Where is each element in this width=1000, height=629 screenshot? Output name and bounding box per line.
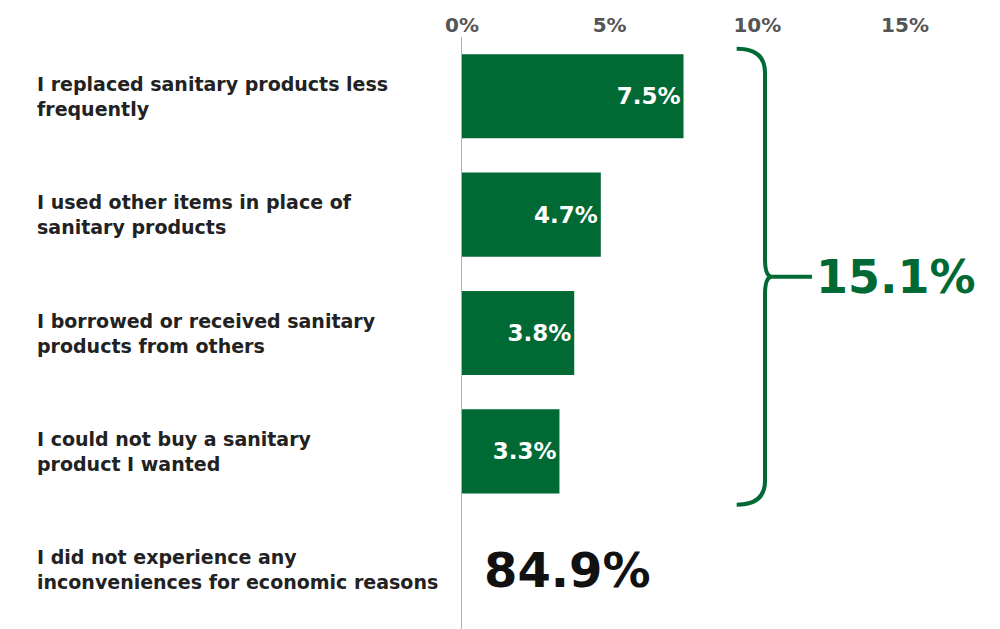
svg-text:3.8%: 3.8% (507, 320, 571, 346)
svg-text:I replaced sanitary products l: I replaced sanitary products lessfrequen… (37, 73, 388, 120)
svg-text:4.7%: 4.7% (534, 202, 598, 228)
svg-text:I borrowed or received sanitar: I borrowed or received sanitaryproducts … (37, 310, 376, 357)
svg-text:5%: 5% (593, 13, 627, 37)
svg-text:84.9%: 84.9% (484, 542, 651, 598)
svg-text:15%: 15% (881, 13, 929, 37)
svg-text:I used other items in place of: I used other items in place ofsanitary p… (37, 191, 352, 238)
svg-text:0%: 0% (445, 13, 479, 37)
svg-text:3.3%: 3.3% (493, 438, 557, 464)
svg-text:10%: 10% (733, 13, 781, 37)
svg-text:I could not buy a sanitaryprod: I could not buy a sanitaryproduct I want… (37, 428, 312, 475)
svg-text:15.1%: 15.1% (816, 250, 976, 304)
svg-text:I did not experience anyinconv: I did not experience anyinconveniences f… (37, 546, 438, 593)
svg-text:7.5%: 7.5% (617, 83, 681, 109)
